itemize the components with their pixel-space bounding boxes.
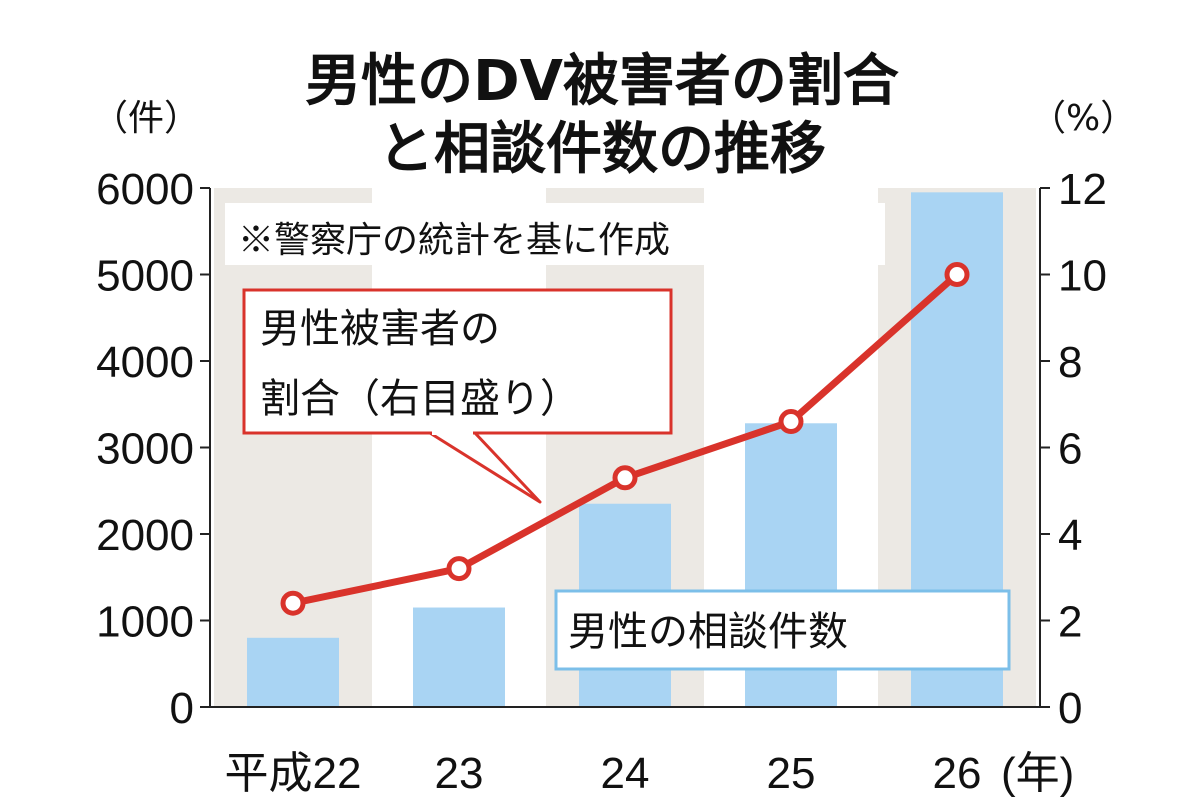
right-tick-label: 6 [1058, 425, 1082, 474]
bar-label-box [554, 589, 1011, 671]
x-tick-label: 26 [933, 749, 982, 798]
line-label-text-2: 割合（右目盛り） [260, 376, 580, 422]
right-tick-label: 12 [1058, 165, 1107, 214]
left-axis-unit: （件） [92, 98, 200, 139]
right-tick-label: 4 [1058, 511, 1082, 560]
source-note: ※警察庁の統計を基に作成 [238, 220, 670, 261]
left-tick-label: 2000 [96, 511, 194, 560]
x-tick-label: 24 [601, 749, 650, 798]
note-background [225, 203, 885, 265]
line-label-pointer-mask [432, 429, 473, 435]
x-tick-label: 平成22 [225, 749, 362, 798]
left-tick-label: 0 [170, 684, 194, 733]
left-tick-label: 1000 [96, 598, 194, 647]
x-axis-suffix: (年) [1001, 749, 1074, 798]
bar [413, 607, 505, 707]
line-label-box [242, 288, 673, 435]
ratio-point [944, 262, 970, 287]
left-tick-label: 5000 [96, 252, 194, 301]
right-tick-label: 10 [1058, 252, 1107, 301]
ratio-line [280, 262, 970, 616]
bar-label-text: 男性の相談件数 [568, 609, 848, 655]
background-bands [214, 188, 1036, 707]
right-tick-label: 8 [1058, 338, 1082, 387]
background-band [214, 188, 372, 707]
bar [247, 637, 339, 707]
ratio-point [778, 409, 804, 435]
left-tick-label: 3000 [96, 425, 194, 474]
left-tick-label: 4000 [96, 338, 194, 387]
right-tick-label: 0 [1058, 684, 1082, 733]
right-tick-label: 2 [1058, 598, 1082, 647]
chart-title-line2: と相談件数の推移 [378, 117, 826, 182]
ratio-point [446, 556, 472, 582]
line-label-pointer [428, 431, 542, 504]
ratio-point [612, 465, 638, 491]
right-axis-unit: （%） [1030, 98, 1136, 139]
chart-title-line1: 男性のDV被害者の割合 [305, 49, 899, 114]
line-label-text-1: 男性被害者の [260, 306, 500, 352]
ratio-point [280, 590, 306, 616]
left-tick-label: 6000 [96, 165, 194, 214]
x-tick-label: 23 [435, 749, 484, 798]
x-tick-label: 25 [767, 749, 816, 798]
